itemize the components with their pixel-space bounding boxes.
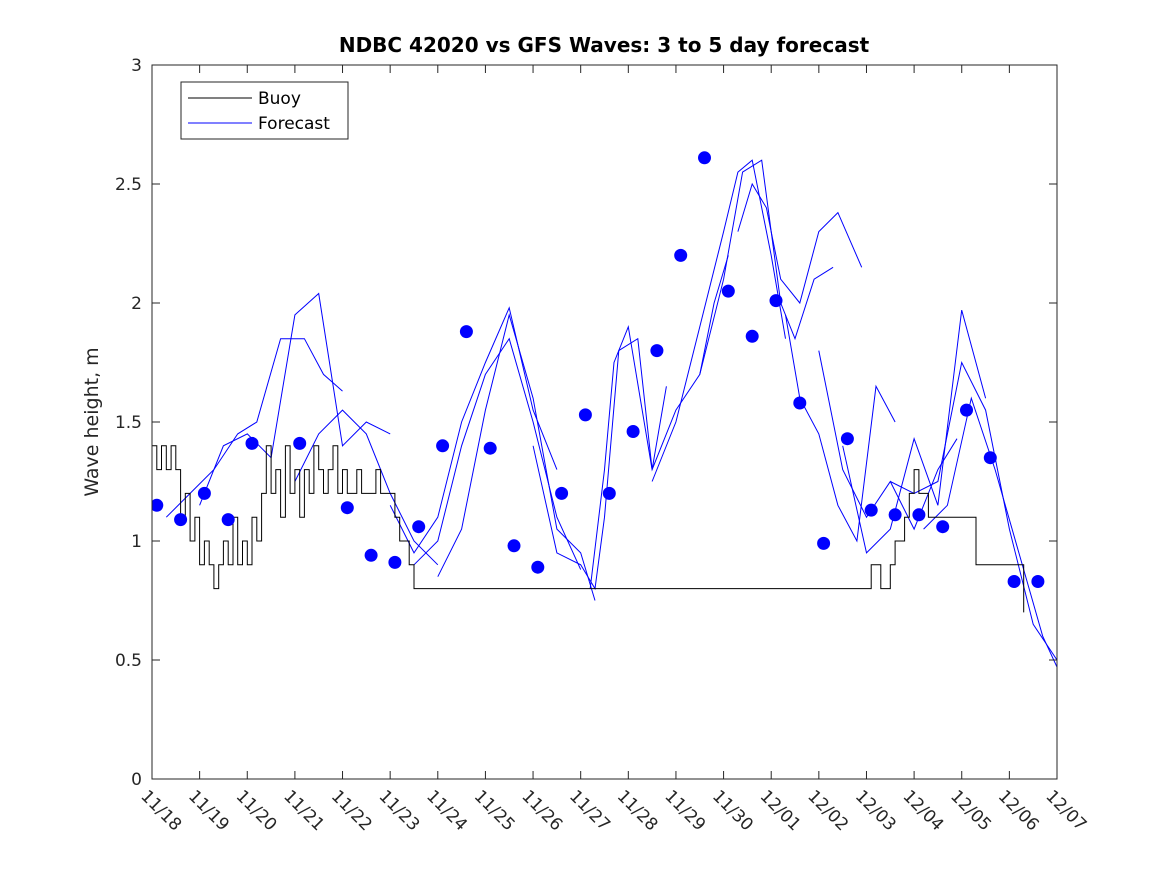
forecast-point (245, 436, 259, 450)
forecast-point (1007, 575, 1021, 588)
legend-buoy-label: Buoy (258, 89, 301, 109)
plot-area (152, 65, 1057, 779)
y-axis-label: Wave height, m (81, 347, 103, 496)
legend: Buoy Forecast (180, 81, 349, 140)
forecast-point (364, 548, 378, 562)
forecast-point (507, 539, 521, 553)
forecast-line (890, 360, 1057, 661)
forecast-point (936, 520, 950, 534)
forecast-point (960, 403, 973, 417)
forecast-line (294, 409, 439, 566)
y-tick-label: 2.5 (115, 175, 142, 195)
forecast-point (436, 439, 450, 453)
forecast-point (388, 555, 402, 569)
forecast-point (721, 284, 735, 298)
forecast-point (412, 520, 426, 534)
forecast-line (389, 306, 558, 554)
forecast-point (152, 498, 164, 512)
forecast-point (817, 536, 831, 550)
forecast-point (531, 560, 545, 574)
forecast-line (199, 292, 391, 506)
forecast-point (340, 501, 354, 515)
forecast-line (842, 309, 987, 554)
forecast-point (793, 396, 807, 410)
forecast-point (221, 513, 235, 527)
forecast-point (578, 408, 592, 422)
forecast-point (602, 486, 616, 500)
forecast-line (165, 338, 343, 518)
forecast-line (589, 255, 729, 589)
legend-forecast-label: Forecast (258, 114, 330, 134)
forecast-point (1031, 575, 1045, 588)
forecast-line (532, 337, 667, 591)
forecast-line (437, 312, 596, 601)
forecast-point (983, 451, 997, 465)
chart-title: NDBC 42020 vs GFS Waves: 3 to 5 day fore… (339, 33, 870, 57)
y-tick-label: 0 (131, 770, 142, 790)
legend-box (180, 81, 349, 140)
forecast-point (745, 329, 759, 343)
forecast-point (174, 513, 188, 527)
forecast-point (626, 425, 640, 438)
forecast-point (650, 344, 664, 358)
y-tick-label: 1 (131, 532, 142, 552)
forecast-line (737, 182, 863, 305)
forecast-line (651, 159, 786, 482)
forecast-point (698, 151, 711, 165)
forecast-point (840, 432, 854, 446)
forecast-point (293, 436, 307, 450)
y-tick-label: 0.5 (115, 651, 142, 671)
forecast-point (459, 325, 473, 339)
y-tick-label: 3 (131, 56, 142, 76)
forecast-point (912, 508, 926, 522)
buoy-line (152, 445, 1025, 613)
forecast-point (197, 486, 211, 500)
y-tick-label: 2 (131, 294, 142, 314)
y-tick-label: 1.5 (115, 413, 142, 433)
forecast-line (413, 337, 582, 570)
forecast-point (555, 486, 569, 500)
forecast-line (923, 396, 1057, 668)
forecast-point (888, 508, 902, 522)
forecast-point (769, 294, 783, 308)
forecast-point (864, 503, 878, 517)
forecast-point (674, 248, 688, 262)
forecast-point (483, 441, 497, 455)
